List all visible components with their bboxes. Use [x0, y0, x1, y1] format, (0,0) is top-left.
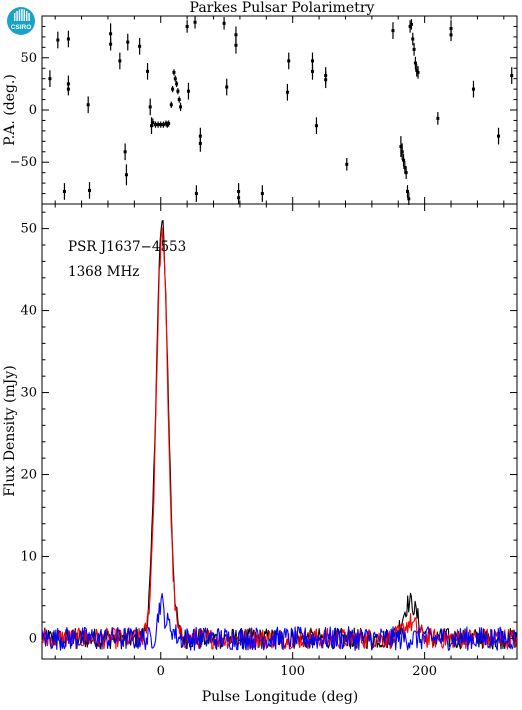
pa-point — [415, 64, 419, 77]
profile-series-line — [41, 219, 518, 650]
pa-point — [176, 88, 180, 95]
pa-point — [497, 127, 501, 145]
profile-x-tick-label: 0 — [157, 664, 165, 679]
pa-point — [407, 192, 411, 206]
pa-point — [167, 120, 171, 127]
pa-point — [194, 185, 198, 202]
pa-point — [186, 82, 190, 100]
profile-y-tick-label: 30 — [20, 386, 37, 401]
pa-point — [405, 185, 409, 198]
pa-point — [109, 37, 113, 51]
pa-point — [175, 80, 179, 88]
pa-point — [310, 63, 314, 80]
pa-point — [56, 31, 60, 49]
pa-point — [260, 185, 264, 202]
pa-point — [234, 36, 238, 54]
pa-point — [222, 17, 226, 30]
profile-y-tick-label: 10 — [20, 550, 37, 565]
pa-point — [185, 20, 189, 33]
profile-y-tick-label: 20 — [20, 468, 37, 483]
csiro-logo-text: CSIRO — [11, 24, 32, 31]
pa-point — [391, 22, 395, 39]
csiro-logo: CSIRO — [7, 7, 35, 35]
pa-point — [510, 67, 514, 84]
profile-y-tick-label: 40 — [20, 304, 37, 319]
pa-point — [411, 32, 415, 46]
pa-panel-frame — [41, 15, 518, 205]
pa-point — [345, 158, 349, 171]
profile-y-tick-label: 0 — [29, 632, 37, 647]
pa-point — [118, 52, 122, 70]
chart-title: Parkes Pulsar Polarimetry — [190, 0, 375, 16]
pa-point — [399, 136, 403, 157]
pa-point — [471, 80, 475, 98]
pa-point — [138, 37, 142, 55]
pa-point — [66, 30, 70, 48]
profile-axes: 0 10 20 30 40 50 0 100 200 — [20, 204, 517, 679]
pa-point — [409, 19, 413, 30]
pa-point — [48, 70, 52, 88]
pa-point — [404, 166, 408, 179]
pa-point — [66, 82, 70, 96]
pa-point — [179, 102, 183, 112]
pa-point — [159, 121, 163, 128]
pa-point — [148, 98, 152, 116]
csiro-logo-bars — [14, 9, 30, 21]
pa-point — [173, 75, 177, 82]
pa-point — [400, 143, 404, 161]
pa-y-tick-label: 50 — [20, 51, 37, 66]
profile-x-tick-label: 200 — [412, 664, 437, 679]
pa-point — [86, 96, 90, 114]
pa-point — [193, 16, 197, 29]
profile-x-tick-label: 100 — [280, 664, 305, 679]
pa-point — [314, 117, 318, 135]
frequency-annotation: 1368 MHz — [68, 264, 139, 280]
profile-panel-frame — [41, 203, 518, 660]
profile-series-line — [41, 593, 518, 651]
pa-point — [146, 63, 150, 80]
profile-series-line — [41, 227, 518, 650]
pa-point — [88, 182, 91, 199]
pa-point — [412, 43, 416, 56]
pa-point — [449, 28, 453, 42]
pa-point — [169, 101, 173, 108]
pa-point — [153, 121, 157, 128]
pa-point — [416, 66, 420, 79]
pa-point — [156, 121, 160, 128]
pa-point — [324, 71, 328, 89]
profile-y-tick-label: 50 — [20, 222, 37, 237]
pa-point — [177, 96, 181, 103]
pa-point — [124, 164, 128, 186]
pa-point — [287, 52, 291, 70]
pa-point — [161, 121, 165, 128]
pa-y-axis-label: P.A. (deg.) — [2, 74, 18, 146]
pa-point — [126, 33, 130, 51]
pa-point — [225, 78, 229, 96]
pa-points — [48, 16, 514, 206]
pa-y-tick-label: −50 — [10, 155, 37, 170]
profile-lines — [41, 219, 518, 651]
pa-point — [62, 183, 66, 200]
pa-point — [413, 56, 417, 70]
pa-point — [171, 85, 175, 93]
pa-point — [285, 83, 289, 101]
pa-point — [172, 69, 176, 76]
profile-x-axis-label: Pulse Longitude (deg) — [202, 689, 359, 705]
pa-point — [237, 191, 241, 204]
profile-y-axis-label: Flux Density (mJy) — [2, 365, 18, 496]
pa-y-tick-label: 0 — [29, 103, 37, 118]
pa-axes: −50 0 50 — [10, 16, 517, 204]
pa-point — [436, 112, 440, 125]
pa-point — [402, 153, 406, 167]
pa-point — [151, 118, 155, 127]
pulsar-name-annotation: PSR J1637−4553 — [68, 239, 186, 255]
pa-point — [198, 135, 202, 152]
pa-point — [408, 20, 412, 33]
pa-point — [123, 143, 127, 161]
pa-point — [150, 117, 154, 135]
